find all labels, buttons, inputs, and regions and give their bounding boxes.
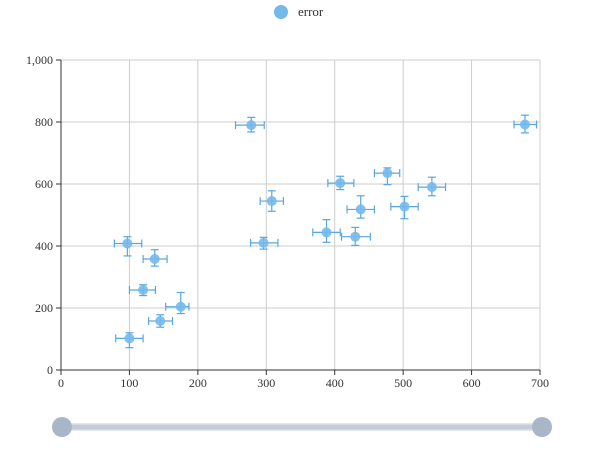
point-marker: [155, 316, 166, 327]
point-marker: [138, 285, 149, 296]
point-marker: [355, 204, 366, 215]
y-tick-label: 800: [35, 115, 53, 129]
point-marker: [426, 182, 437, 193]
data-point[interactable]: [390, 195, 419, 220]
data-point[interactable]: [128, 284, 157, 297]
data-point[interactable]: [340, 226, 371, 246]
point-marker: [335, 178, 346, 189]
x-tick-label: 100: [120, 376, 138, 390]
y-tick-label: 1,000: [26, 53, 53, 67]
x-tick-label: 300: [257, 376, 275, 390]
x-tick-label: 500: [394, 376, 412, 390]
x-tick-label: 200: [189, 376, 207, 390]
point-marker: [399, 201, 410, 212]
legend[interactable]: error: [274, 4, 324, 19]
point-marker: [175, 301, 186, 312]
point-marker: [382, 168, 393, 179]
data-point[interactable]: [513, 114, 538, 134]
legend-label: error: [298, 4, 324, 19]
x-tick-label: 600: [463, 376, 481, 390]
point-marker: [266, 196, 277, 207]
x-tick-label: 0: [58, 376, 64, 390]
slider-start-handle[interactable]: [52, 417, 72, 437]
data-point[interactable]: [346, 195, 376, 219]
data-point[interactable]: [147, 314, 174, 328]
data-point[interactable]: [234, 116, 265, 133]
data-zoom-slider[interactable]: [52, 417, 552, 437]
point-marker: [122, 238, 133, 249]
data-point[interactable]: [312, 219, 341, 243]
data-point[interactable]: [373, 167, 401, 186]
data-points: [113, 114, 538, 349]
x-tick-label: 700: [531, 376, 549, 390]
point-marker: [258, 237, 269, 248]
legend-circle-icon: [274, 5, 288, 19]
grid: [61, 59, 541, 370]
point-marker: [519, 119, 530, 130]
data-point[interactable]: [259, 190, 284, 212]
axes: [56, 59, 541, 375]
y-tick-label: 400: [35, 239, 53, 253]
point-marker: [350, 231, 361, 242]
point-marker: [321, 227, 332, 238]
data-point[interactable]: [249, 236, 279, 250]
data-point[interactable]: [165, 291, 190, 315]
y-tick-label: 600: [35, 177, 53, 191]
slider-end-handle[interactable]: [532, 417, 552, 437]
y-tick-label: 0: [47, 363, 53, 377]
point-marker: [124, 333, 135, 344]
y-tick-label: 200: [35, 301, 53, 315]
data-point[interactable]: [113, 236, 143, 257]
data-point[interactable]: [327, 175, 355, 191]
data-point[interactable]: [115, 332, 144, 349]
x-tick-label: 400: [326, 376, 344, 390]
data-point[interactable]: [142, 249, 168, 267]
data-point[interactable]: [417, 176, 447, 197]
point-marker: [149, 254, 160, 265]
tick-labels: 0 100 200 300 400 500 600 700 0 200 400 600 800 1,000: [26, 53, 549, 390]
point-marker: [246, 120, 257, 131]
